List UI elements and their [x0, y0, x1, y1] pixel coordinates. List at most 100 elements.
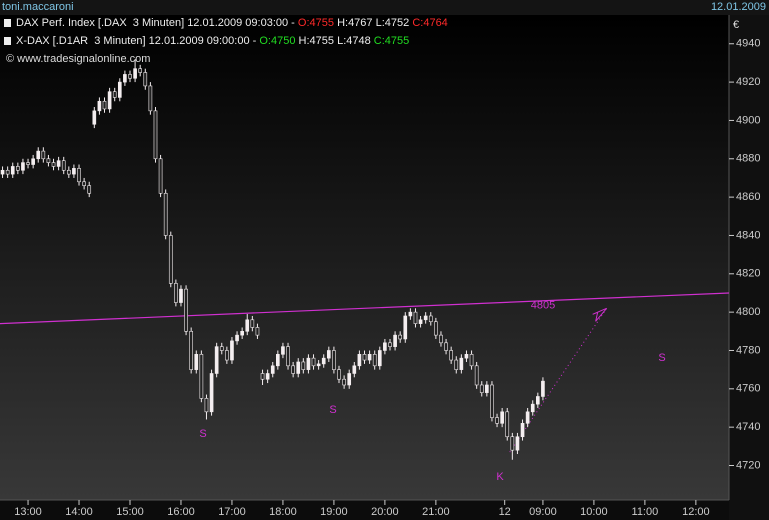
legend-low: L:4752 [376, 17, 410, 29]
annotation: K [496, 471, 504, 483]
copyright: © www.tradesignalonline.com [6, 53, 150, 65]
x-tick-label: 12 [499, 506, 511, 518]
candle-body [520, 423, 525, 438]
candle-body [393, 334, 397, 347]
y-tick-label: 4880 [736, 153, 760, 165]
candle-body [0, 169, 5, 175]
x-tick-label: 16:00 [167, 506, 195, 518]
y-tick-label: 4840 [736, 229, 760, 241]
candle-body [97, 100, 102, 112]
candle-body [31, 158, 35, 165]
candle-body [449, 350, 453, 361]
candle-body [204, 398, 209, 413]
candle-body [148, 85, 153, 112]
x-tick-label: 13:00 [14, 506, 42, 518]
candle-body [398, 334, 403, 340]
legend-high: H:4755 [299, 35, 334, 47]
candle-body [286, 346, 290, 367]
title-bar [0, 0, 769, 15]
candle-body [510, 436, 515, 451]
projection-line [509, 308, 608, 453]
candle-body [117, 81, 122, 98]
candle-body [214, 346, 219, 374]
candle-body [495, 417, 499, 424]
candle-body [500, 411, 504, 424]
candle-body [77, 168, 81, 183]
candle-body [428, 315, 433, 323]
candle-body [321, 357, 326, 365]
x-tick-label: 20:00 [371, 506, 399, 518]
candle-body [377, 350, 382, 367]
candle-body [347, 373, 352, 386]
candle-body [485, 384, 489, 393]
legend-high: H:4767 [337, 17, 372, 29]
candle-body [403, 315, 408, 340]
candle-body [265, 373, 270, 380]
candle-body [16, 166, 20, 171]
candle-body [459, 357, 464, 370]
y-tick-label: 4920 [736, 76, 760, 88]
legend-open: O:4750 [259, 35, 295, 47]
x-tick-label: 18:00 [269, 506, 297, 518]
candle-body [92, 110, 97, 125]
candle-body [5, 169, 10, 175]
candle-body [469, 354, 474, 367]
x-axis-area [0, 500, 729, 520]
x-tick-label: 09:00 [529, 506, 557, 518]
candle-body [230, 340, 234, 361]
plot-area [0, 15, 729, 500]
candle-body [143, 72, 148, 87]
x-tick-label: 15:00 [116, 506, 144, 518]
legend-low: L:4748 [337, 35, 371, 47]
candle-body [250, 319, 255, 328]
candle-body [352, 365, 357, 374]
candle-body [10, 166, 15, 175]
candle-body [21, 162, 25, 171]
annotation: S [658, 352, 665, 364]
y-tick-label: 4900 [736, 114, 760, 126]
x-tick-label: 11:00 [632, 506, 659, 518]
candle-body [163, 192, 168, 236]
projection-arrowhead [592, 307, 608, 322]
candle-body [291, 365, 295, 374]
candle-body [219, 346, 224, 351]
candle-body [535, 396, 540, 405]
y-tick-label: 4820 [736, 268, 760, 280]
candle-body [133, 68, 137, 79]
legend-close: C:4755 [374, 35, 409, 47]
x-tick-label: 10:00 [580, 506, 608, 518]
candle-body [372, 354, 377, 367]
legend-open: O:4755 [298, 17, 334, 29]
candle-body [123, 74, 127, 83]
candle-body [240, 331, 244, 336]
candle-body [439, 334, 443, 344]
legend-icon [4, 19, 11, 27]
candle-body [434, 321, 438, 336]
candle-body [276, 354, 280, 367]
candle-body [41, 150, 46, 160]
candle-body [332, 350, 336, 370]
candle-body [26, 162, 30, 165]
candle-body [301, 361, 306, 370]
candle-body [66, 169, 71, 175]
candle-body [505, 411, 510, 438]
x-tick-label: 21:00 [422, 506, 450, 518]
legend-close: C:4764 [412, 17, 447, 29]
candle-body [357, 354, 362, 367]
candle-body [530, 403, 535, 413]
candle-body [128, 74, 132, 79]
candle-body [296, 361, 301, 374]
candle-body [311, 357, 316, 367]
candle-body [199, 354, 204, 399]
user-name: toni.maccaroni [2, 1, 74, 13]
candle-body [158, 158, 163, 194]
x-tick-label: 19:00 [320, 506, 348, 518]
candle-body [107, 91, 112, 110]
candle-body [153, 110, 158, 160]
annotation: S [329, 404, 336, 416]
candle-body [235, 334, 239, 342]
candle-body [56, 160, 61, 167]
candle-body [515, 436, 520, 451]
candle-body [337, 369, 341, 380]
